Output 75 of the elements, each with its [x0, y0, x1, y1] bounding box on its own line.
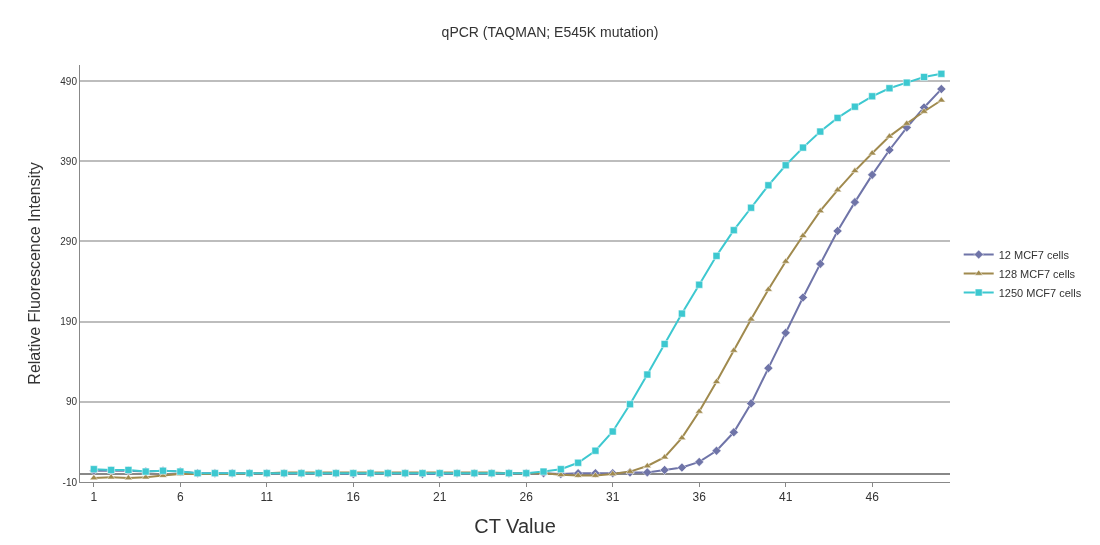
point [729, 346, 739, 353]
point [902, 119, 912, 126]
point [781, 257, 790, 264]
point [711, 445, 722, 456]
point [574, 459, 582, 467]
y-tick-label: 90 [65, 396, 78, 408]
x-tick-label: 41 [779, 490, 793, 505]
point [642, 467, 653, 478]
point [919, 107, 929, 114]
x-tick-label: 6 [176, 490, 184, 505]
point [643, 370, 652, 379]
point [885, 84, 894, 93]
point [832, 226, 843, 236]
y-tick-label: 190 [60, 316, 78, 328]
point [695, 280, 703, 289]
point [763, 363, 774, 373]
point [781, 161, 790, 169]
point [867, 149, 877, 156]
x-axis-title: CT Value [474, 514, 556, 537]
point [764, 285, 773, 292]
point [591, 446, 600, 455]
x-tick-label: 31 [606, 490, 620, 505]
point [659, 465, 670, 475]
y-tick-label: 390 [60, 155, 78, 167]
point [746, 315, 756, 322]
chart-title: qPCR (TAQMAN; E545K mutation) [441, 24, 659, 41]
point [833, 114, 842, 122]
point [677, 462, 687, 473]
point [868, 92, 876, 101]
point [694, 407, 704, 414]
x-tick-label: 46 [865, 490, 880, 505]
point [625, 467, 635, 474]
point [660, 453, 669, 460]
y-tick-label: -10 [62, 476, 78, 488]
point [936, 84, 947, 94]
y-axis-title: Relative Fluorescence Intensity [26, 162, 44, 385]
point [937, 96, 946, 103]
point [608, 427, 617, 436]
x-tick-label: 16 [346, 490, 361, 505]
point [626, 400, 634, 408]
x-tick-label: 36 [692, 490, 707, 505]
point [867, 170, 877, 180]
point [106, 473, 116, 480]
point [920, 73, 928, 81]
point [850, 197, 860, 207]
point [660, 340, 669, 348]
point [764, 181, 773, 190]
legend-label: 128 MCF7 cells [998, 267, 1076, 280]
point [678, 309, 686, 318]
y-tick-label: 490 [60, 75, 78, 87]
y-tick-label: 290 [60, 235, 78, 247]
point [885, 132, 894, 139]
x-tick-label: 26 [519, 490, 534, 505]
point [746, 398, 756, 409]
x-tick-label: 1 [90, 490, 98, 505]
x-tick-label: 21 [433, 490, 447, 505]
point [694, 457, 704, 467]
point [712, 252, 721, 260]
point [816, 127, 825, 136]
point [798, 292, 808, 303]
point [557, 465, 565, 473]
x-tick-label: 11 [260, 490, 274, 505]
point [884, 145, 895, 155]
legend-label: 12 MCF7 cells [998, 248, 1070, 261]
point [903, 78, 911, 87]
point [833, 186, 842, 193]
point [815, 259, 826, 269]
point [729, 427, 739, 438]
point [747, 203, 755, 212]
point [730, 226, 738, 234]
point [799, 143, 807, 152]
point [780, 328, 791, 338]
point [937, 70, 946, 78]
legend-label: 1250 MCF7 cells [998, 286, 1082, 299]
point [851, 102, 859, 111]
